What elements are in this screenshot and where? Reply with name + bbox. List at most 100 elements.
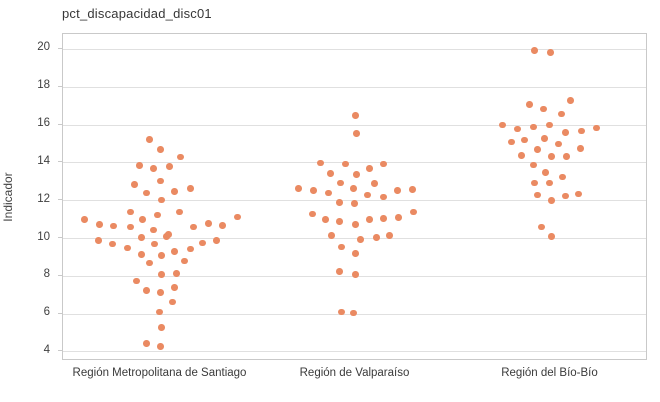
data-point	[169, 298, 176, 306]
data-point	[138, 234, 145, 241]
data-point	[531, 47, 538, 54]
data-point	[508, 138, 515, 146]
x-category-label-biobio: Región del Bío-Bío	[501, 367, 598, 379]
data-point	[548, 153, 555, 160]
data-point	[143, 287, 150, 294]
data-point	[136, 162, 143, 169]
data-point	[548, 197, 555, 204]
data-point	[171, 188, 178, 195]
data-point	[352, 112, 359, 119]
data-point	[131, 181, 138, 188]
data-point	[562, 129, 569, 136]
data-point	[310, 187, 317, 194]
gridline-y-16	[63, 124, 646, 126]
data-point	[143, 189, 150, 197]
plot-area	[62, 33, 647, 360]
y-tick-label-16: 16	[37, 117, 50, 130]
data-point	[205, 220, 212, 227]
data-point	[559, 173, 566, 181]
data-point	[110, 222, 117, 230]
data-point	[366, 165, 373, 172]
y-tick-mark-16	[58, 123, 62, 125]
data-point	[295, 185, 302, 192]
data-point	[380, 160, 387, 168]
gridline-y-20	[63, 48, 646, 50]
data-point	[213, 237, 220, 244]
data-point	[593, 124, 600, 132]
data-point	[547, 49, 554, 56]
data-point	[353, 171, 360, 178]
gridline-y-10	[63, 238, 646, 240]
data-point	[146, 259, 153, 267]
data-point	[109, 240, 116, 248]
data-point	[190, 223, 197, 231]
y-tick-label-10: 10	[37, 230, 50, 243]
data-point	[352, 250, 359, 257]
gridline-y-18	[63, 86, 646, 88]
data-point	[158, 252, 165, 259]
data-point	[575, 190, 582, 198]
data-point	[530, 123, 537, 131]
y-tick-mark-12	[58, 199, 62, 201]
y-tick-mark-10	[58, 237, 62, 239]
data-point	[338, 308, 345, 316]
data-point	[166, 163, 173, 170]
data-point	[364, 191, 371, 199]
chart-title: pct_discapacidad_disc01	[62, 6, 212, 21]
data-point	[157, 343, 164, 350]
data-point	[373, 234, 380, 241]
data-point	[521, 136, 528, 144]
data-point	[171, 248, 178, 255]
data-point	[309, 210, 316, 218]
data-point	[567, 97, 574, 104]
data-point	[327, 170, 334, 177]
data-point	[328, 232, 335, 239]
data-point	[199, 239, 206, 247]
data-point	[150, 165, 157, 172]
data-point	[530, 161, 537, 169]
data-point	[157, 289, 164, 296]
data-point	[158, 271, 165, 278]
data-point	[371, 180, 378, 187]
data-point	[322, 216, 329, 223]
data-point	[176, 208, 183, 216]
data-point	[546, 121, 553, 129]
y-axis-title: Indicador	[1, 172, 15, 222]
x-category-label-rm: Región Metropolitana de Santiago	[72, 367, 247, 379]
data-point	[534, 146, 541, 153]
data-point	[380, 193, 387, 201]
data-point	[187, 185, 194, 192]
data-point	[143, 340, 150, 347]
data-point	[534, 191, 541, 199]
data-point	[337, 179, 344, 186]
data-point	[562, 192, 569, 200]
x-category-label-valparaiso: Región de Valparaíso	[299, 367, 410, 379]
data-point	[351, 200, 358, 207]
data-point	[146, 136, 153, 143]
data-point	[173, 270, 180, 277]
y-tick-mark-14	[58, 161, 62, 163]
data-point	[138, 251, 145, 258]
data-point	[219, 222, 226, 229]
data-point	[336, 268, 343, 275]
data-point	[410, 208, 417, 216]
data-point	[336, 199, 343, 206]
data-point	[542, 169, 549, 176]
data-point	[357, 236, 364, 243]
data-point	[499, 121, 506, 129]
data-point	[154, 211, 161, 219]
data-point	[558, 110, 565, 117]
y-tick-label-12: 12	[37, 192, 50, 205]
data-point	[538, 223, 545, 231]
data-point	[95, 237, 102, 244]
data-point	[350, 309, 357, 317]
gridline-y-4	[63, 351, 646, 353]
y-tick-mark-4	[58, 350, 62, 352]
data-point	[409, 186, 416, 193]
y-tick-label-6: 6	[43, 306, 50, 319]
data-point	[338, 243, 345, 251]
data-point	[548, 233, 555, 240]
data-point	[514, 125, 521, 133]
data-point	[163, 233, 170, 240]
